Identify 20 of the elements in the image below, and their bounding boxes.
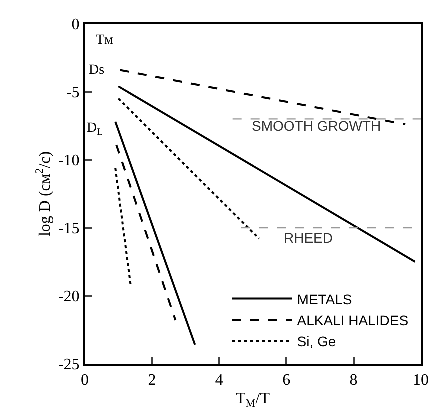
annotation: SMOOTH GROWTH [252, 118, 382, 134]
y-tick-label: -15 [58, 220, 80, 238]
x-tick-label: 10 [413, 372, 429, 390]
annotation: RHEED [284, 230, 334, 246]
x-tick-label: 8 [350, 372, 358, 390]
x-tick-label: 6 [282, 372, 291, 390]
x-axis-title: T$_{M}$/T [236, 390, 270, 410]
y-tick-label: -20 [58, 288, 80, 306]
y-tick-label: -10 [58, 152, 80, 170]
legend-label: METALS [297, 291, 352, 308]
annotation: Ds [89, 63, 105, 78]
annotation: Tм [96, 33, 114, 48]
y-tick-label: -5 [66, 84, 80, 102]
legend-label: ALKALI HALIDES [297, 312, 409, 328]
y-tick-label: -25 [58, 356, 80, 374]
x-tick-label: 4 [215, 372, 224, 390]
legend-label: Si, Ge [297, 334, 336, 350]
y-tick-label: 0 [72, 16, 80, 34]
x-tick-label: 2 [148, 372, 156, 390]
annotation: D$_{L}$ [87, 121, 104, 138]
